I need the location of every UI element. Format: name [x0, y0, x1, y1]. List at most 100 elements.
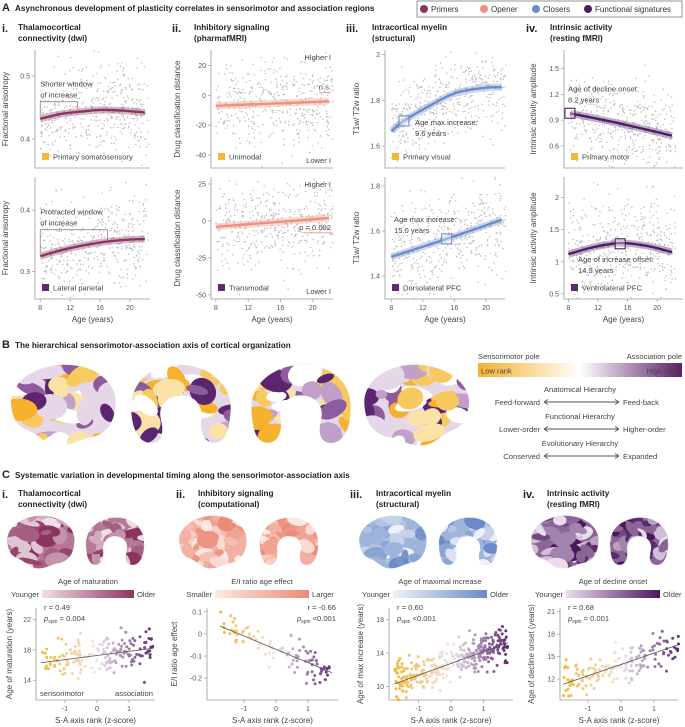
data-point: [457, 132, 459, 135]
data-point: [230, 78, 233, 81]
data-point: [305, 205, 308, 208]
data-point: [78, 109, 80, 111]
data-point: [120, 241, 123, 244]
data-point: [454, 88, 457, 90]
data-point: [430, 270, 433, 272]
data-point: [111, 238, 113, 240]
data-point: [408, 256, 410, 258]
data-point: [488, 104, 490, 107]
data-point: [657, 114, 659, 117]
data-point: [146, 119, 149, 122]
data-point: [331, 100, 334, 103]
data-point: [456, 247, 459, 250]
data-point: [112, 111, 114, 113]
data-point: [65, 140, 67, 142]
data-point: [597, 127, 599, 130]
data-point: [319, 135, 322, 137]
data-point: [596, 114, 599, 116]
data-point: [588, 96, 590, 98]
data-point: [323, 203, 326, 205]
data-point: [625, 159, 627, 162]
x-tick-label: 8: [389, 305, 393, 312]
data-point: [124, 664, 128, 668]
data-point: [403, 240, 406, 243]
data-point: [219, 207, 222, 210]
data-point: [589, 137, 592, 140]
data-point: [289, 103, 291, 106]
data-point: [449, 100, 451, 102]
data-point: [88, 246, 90, 248]
data-point: [500, 223, 503, 226]
data-point: [298, 242, 300, 244]
data-point: [239, 119, 241, 121]
data-point: [107, 207, 109, 210]
data-point: [107, 216, 109, 219]
data-point: [81, 239, 83, 242]
data-point: [467, 211, 470, 213]
data-point: [325, 130, 328, 132]
data-point: [646, 273, 648, 276]
data-point: [295, 224, 298, 226]
data-point: [402, 241, 404, 243]
column-title: Thalamocortical: [18, 489, 81, 498]
data-point: [53, 248, 56, 250]
data-point: [460, 261, 463, 264]
data-point: [445, 652, 448, 656]
data-point: [617, 143, 619, 146]
data-point: [493, 74, 495, 77]
data-point: [492, 64, 494, 67]
data-point: [394, 237, 397, 239]
data-point: [478, 77, 481, 79]
data-point: [81, 283, 83, 285]
data-point: [491, 56, 494, 59]
parcel: [107, 560, 119, 566]
data-point: [450, 75, 452, 78]
data-point: [56, 216, 59, 219]
data-point: [99, 266, 101, 268]
data-point: [141, 122, 144, 125]
data-point: [637, 226, 640, 228]
fit-line: [215, 100, 330, 107]
data-point: [122, 113, 125, 115]
data-point: [78, 661, 82, 664]
data-point: [658, 255, 660, 258]
data-point: [426, 92, 428, 95]
data-point: [442, 220, 444, 223]
data-point: [232, 125, 235, 127]
data-point: [144, 214, 147, 216]
data-point: [618, 106, 621, 108]
data-point: [267, 218, 270, 221]
data-point: [403, 140, 406, 142]
data-point: [481, 81, 484, 84]
data-point: [121, 89, 123, 92]
data-point: [74, 116, 77, 118]
data-point: [78, 260, 80, 262]
data-point: [137, 653, 141, 657]
data-point: [622, 265, 625, 268]
data-point: [671, 127, 673, 130]
data-point: [489, 656, 493, 660]
data-point: [98, 211, 100, 214]
parcel: [631, 546, 645, 560]
data-point: [253, 234, 256, 237]
data-point: [621, 212, 623, 215]
data-point: [79, 668, 83, 672]
data-point: [670, 271, 673, 274]
data-point: [118, 111, 120, 114]
data-point: [273, 96, 276, 99]
data-point: [97, 125, 100, 127]
data-point: [608, 209, 611, 211]
data-point: [503, 95, 505, 97]
data-point: [670, 138, 672, 140]
data-point: [116, 223, 119, 226]
data-point: [630, 130, 632, 133]
data-point: [644, 64, 646, 66]
data-point: [47, 99, 49, 102]
data-point: [447, 86, 449, 88]
data-point: [243, 100, 246, 102]
data-point: [103, 259, 106, 262]
data-point: [80, 658, 84, 662]
region-swatch: [218, 284, 225, 291]
data-point: [488, 93, 490, 96]
